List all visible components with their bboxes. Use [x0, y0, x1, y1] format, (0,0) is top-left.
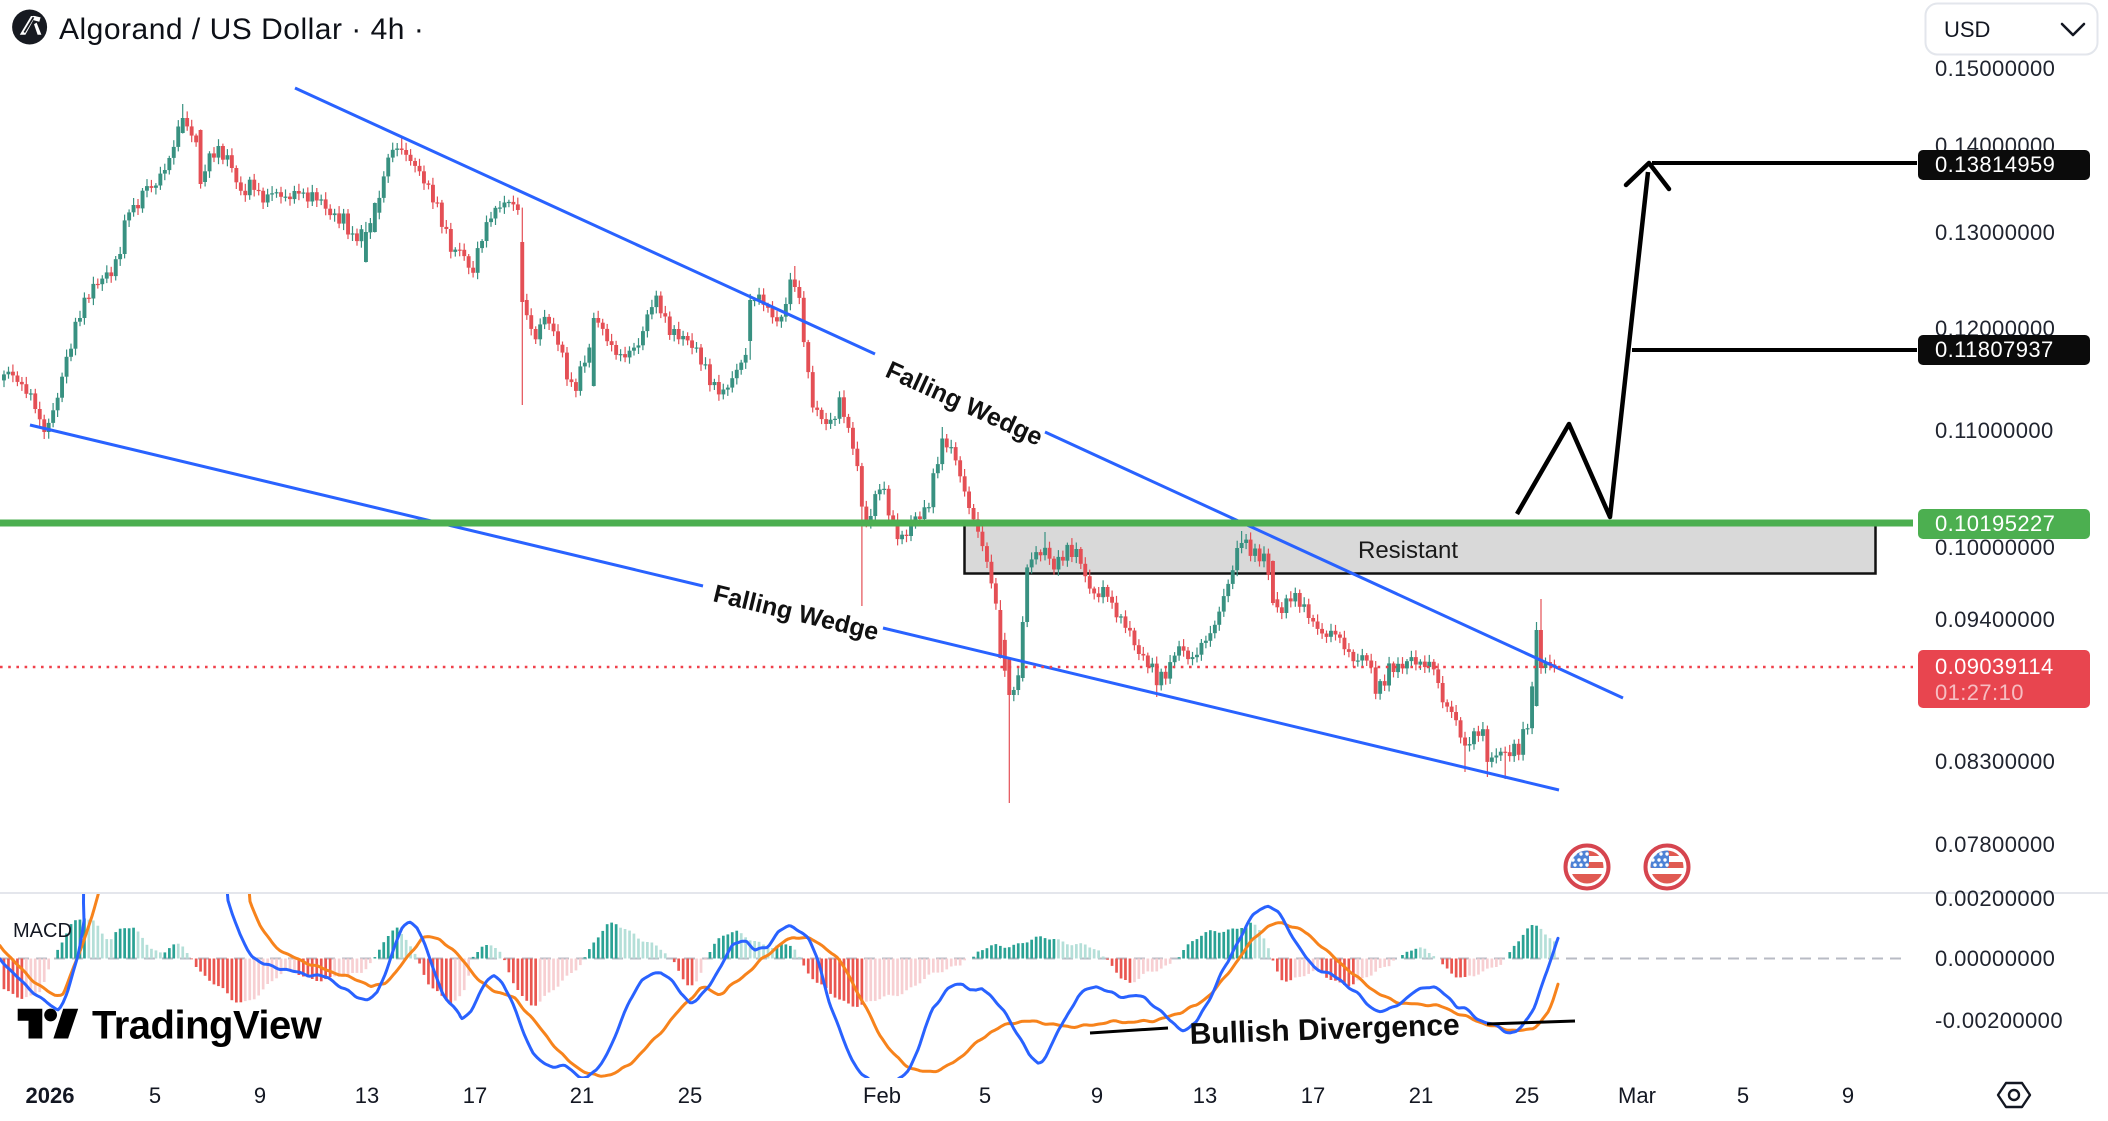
svg-text:13: 13 — [355, 1083, 379, 1108]
svg-text:21: 21 — [1409, 1083, 1433, 1108]
svg-text:Algorand / US Dollar · 4h ·: Algorand / US Dollar · 4h · — [59, 13, 424, 46]
svg-text:9: 9 — [254, 1083, 266, 1108]
svg-text:0.07800000: 0.07800000 — [1935, 832, 2055, 857]
svg-text:5: 5 — [149, 1083, 161, 1108]
svg-text:17: 17 — [463, 1083, 487, 1108]
svg-text:9: 9 — [1091, 1083, 1103, 1108]
svg-text:5: 5 — [1737, 1083, 1749, 1108]
svg-text:0.00000000: 0.00000000 — [1935, 946, 2055, 971]
svg-text:MACD: MACD — [13, 920, 72, 942]
svg-text:2026: 2026 — [26, 1083, 75, 1108]
svg-text:Feb: Feb — [863, 1083, 901, 1108]
svg-text:5: 5 — [979, 1083, 991, 1108]
svg-text:0.13814959: 0.13814959 — [1935, 152, 2055, 177]
svg-text:0.10000000: 0.10000000 — [1935, 535, 2055, 560]
svg-text:USD: USD — [1944, 17, 1990, 42]
svg-text:9: 9 — [1842, 1083, 1854, 1108]
svg-text:17: 17 — [1301, 1083, 1325, 1108]
svg-text:Resistant: Resistant — [1358, 537, 1458, 564]
svg-text:0.13000000: 0.13000000 — [1935, 220, 2055, 245]
svg-text:0.11807937: 0.11807937 — [1935, 337, 2054, 362]
svg-text:01:27:10: 01:27:10 — [1935, 680, 2024, 705]
svg-text:0.09400000: 0.09400000 — [1935, 607, 2055, 632]
svg-text:0.08300000: 0.08300000 — [1935, 749, 2055, 774]
svg-text:0.11000000: 0.11000000 — [1935, 418, 2054, 443]
svg-text:0.00200000: 0.00200000 — [1935, 886, 2055, 911]
svg-text:Mar: Mar — [1618, 1083, 1656, 1108]
svg-text:25: 25 — [678, 1083, 702, 1108]
svg-text:0.09039114: 0.09039114 — [1935, 654, 2054, 679]
svg-text:-0.00200000: -0.00200000 — [1935, 1008, 2063, 1033]
svg-text:21: 21 — [570, 1083, 594, 1108]
svg-text:25: 25 — [1515, 1083, 1539, 1108]
svg-text:TradingView: TradingView — [92, 1004, 323, 1048]
svg-text:0.10195227: 0.10195227 — [1935, 511, 2055, 536]
svg-text:0.15000000: 0.15000000 — [1935, 56, 2055, 81]
svg-text:13: 13 — [1193, 1083, 1217, 1108]
